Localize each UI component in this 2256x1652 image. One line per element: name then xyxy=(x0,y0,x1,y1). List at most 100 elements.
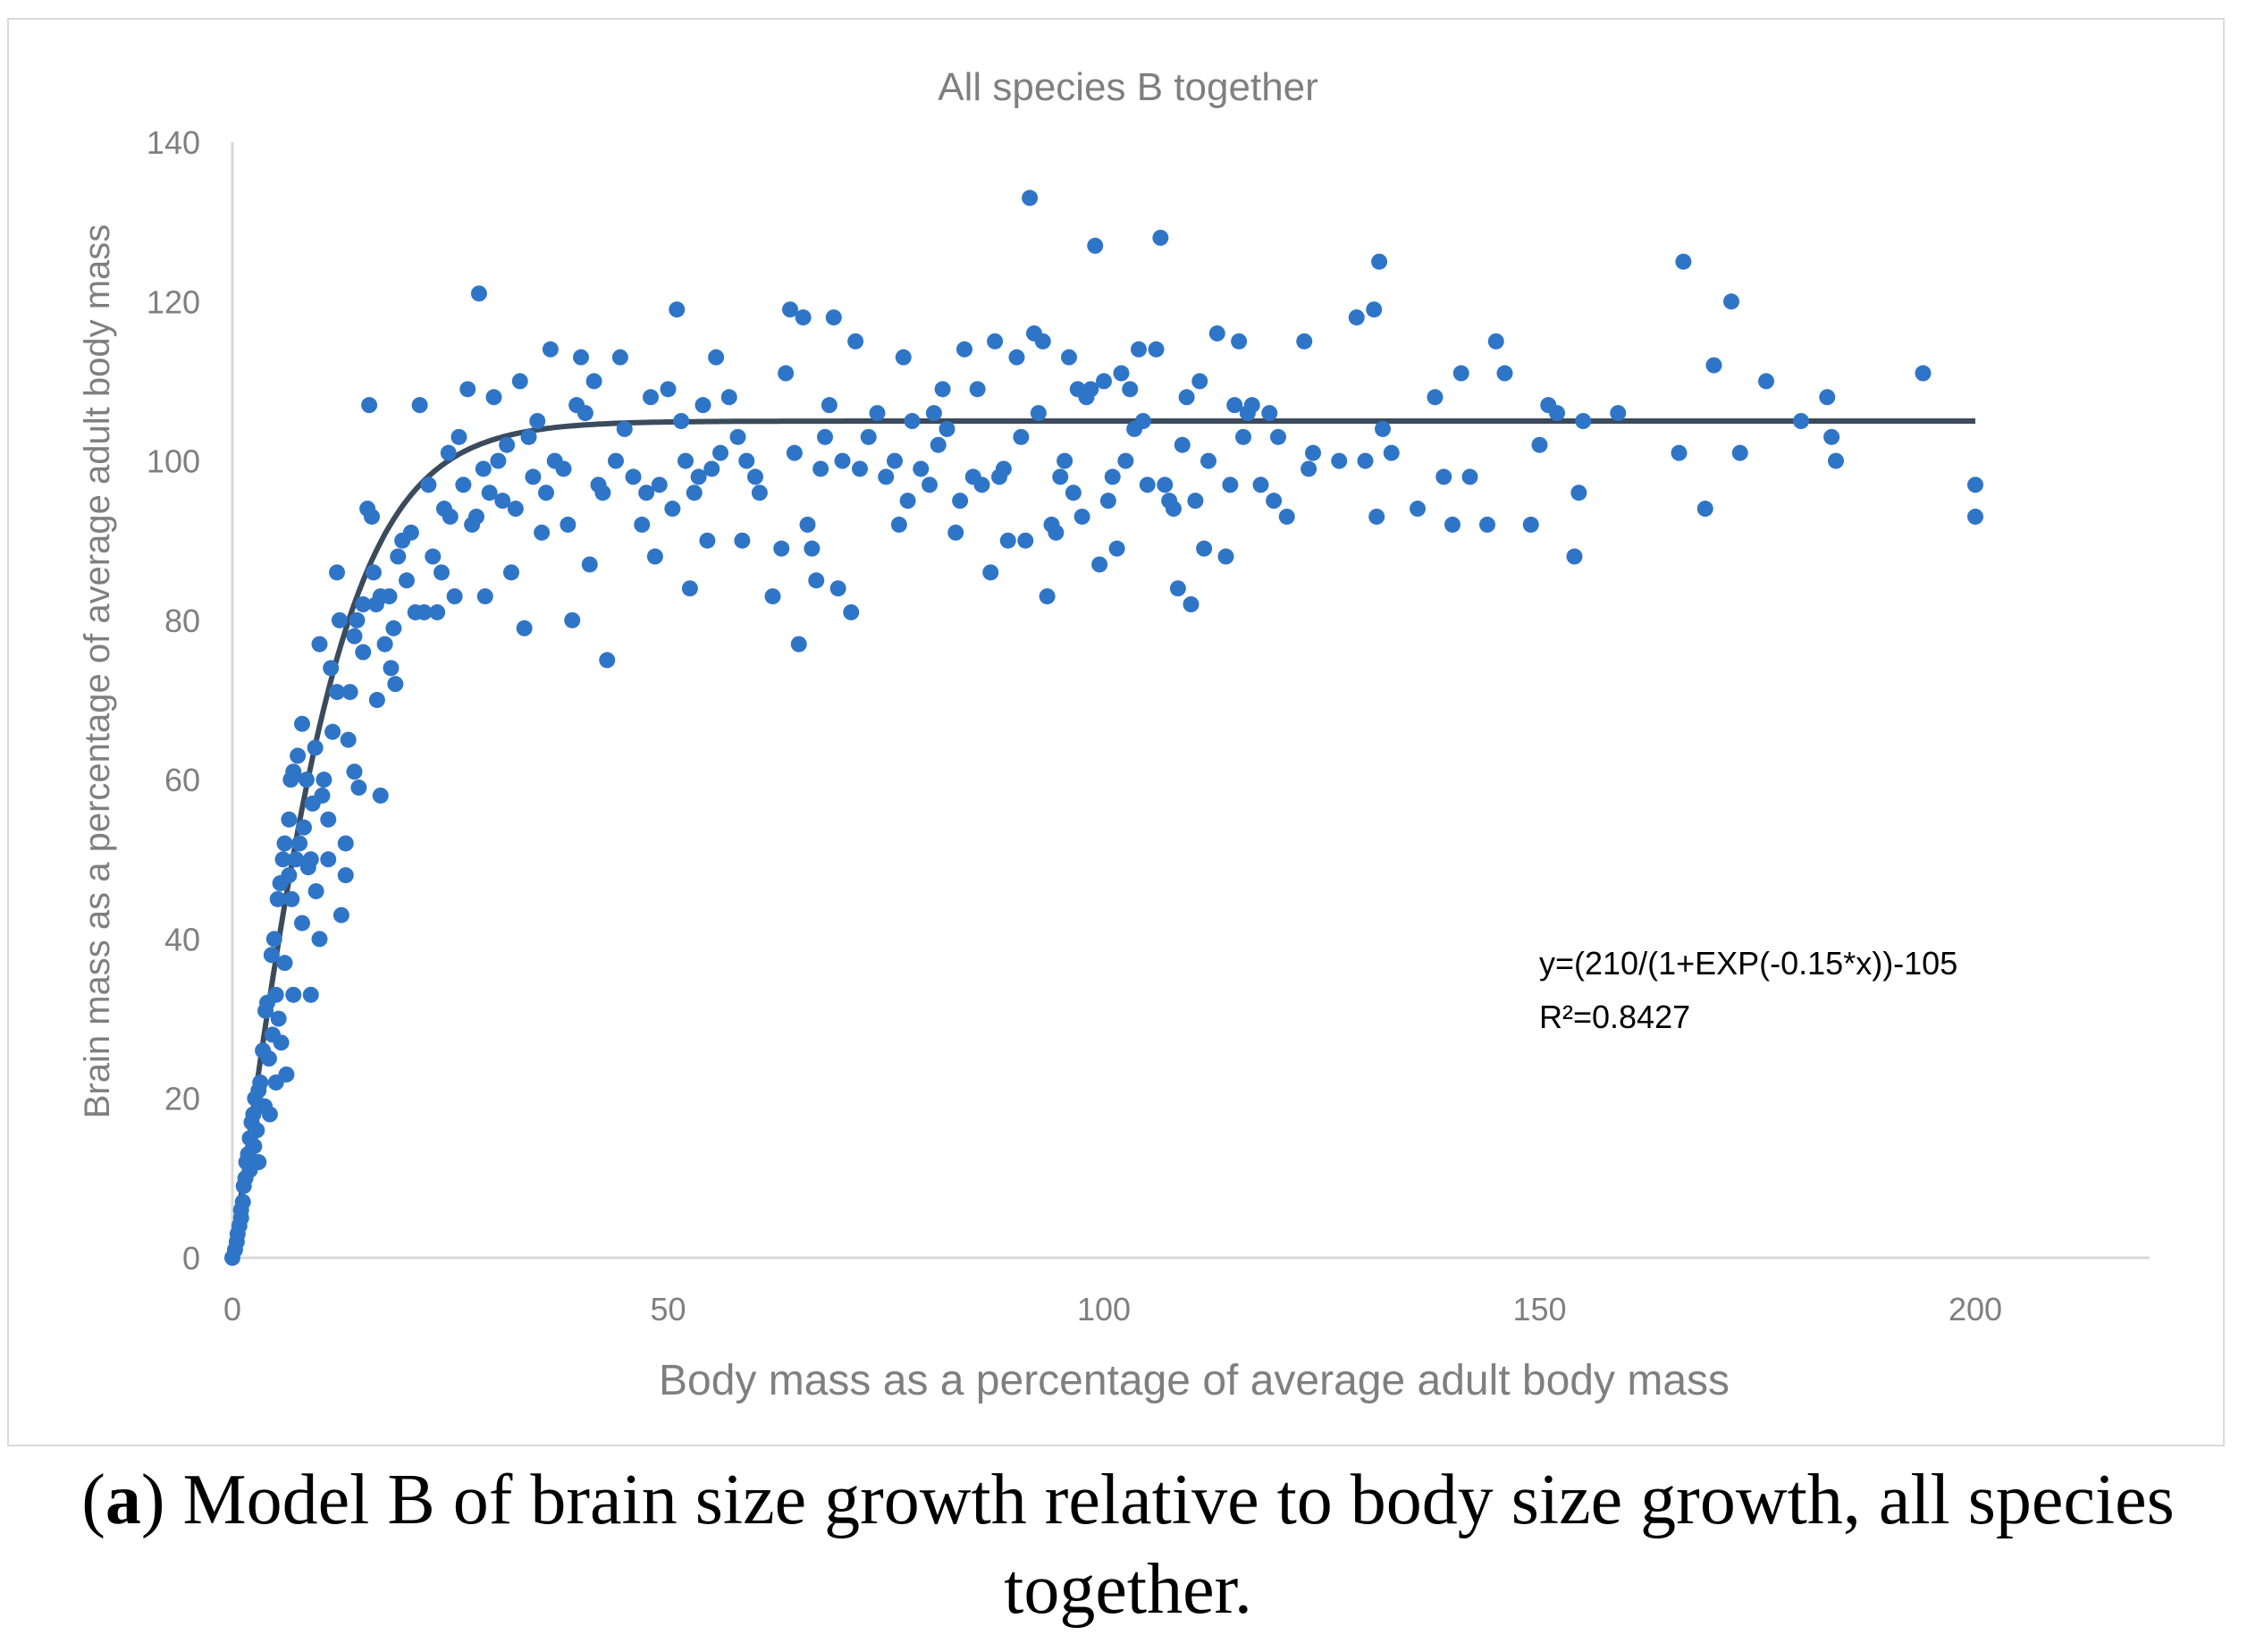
data-point xyxy=(446,588,463,605)
data-point xyxy=(795,309,812,326)
data-point xyxy=(525,468,542,485)
data-point xyxy=(399,572,415,589)
data-point xyxy=(1427,389,1444,406)
data-point xyxy=(276,835,293,852)
data-point xyxy=(1157,476,1174,493)
data-point xyxy=(295,819,312,836)
data-point xyxy=(751,485,768,502)
data-point xyxy=(368,692,385,708)
data-point xyxy=(245,1106,262,1123)
data-point xyxy=(459,381,476,398)
data-point xyxy=(1169,580,1186,597)
data-point xyxy=(646,548,663,565)
data-point xyxy=(316,771,333,788)
data-point xyxy=(542,341,559,358)
data-point xyxy=(1131,341,1147,358)
data-point xyxy=(1134,413,1151,429)
data-point xyxy=(878,468,895,485)
data-point xyxy=(1243,397,1260,414)
trendline-r2: R²=0.8427 xyxy=(1539,999,1690,1035)
data-point xyxy=(969,381,986,398)
caption-close-paren: ) xyxy=(140,1461,165,1539)
data-point xyxy=(1048,524,1065,541)
data-point xyxy=(499,436,516,453)
y-tick-label: 60 xyxy=(164,762,200,798)
data-point xyxy=(651,476,668,493)
x-tick-label: 200 xyxy=(1949,1291,2002,1328)
data-point xyxy=(1065,485,1082,502)
data-point xyxy=(270,1010,287,1027)
data-point xyxy=(778,365,795,382)
data-point xyxy=(288,851,305,868)
data-point xyxy=(1174,436,1191,453)
data-point xyxy=(534,524,551,541)
data-point xyxy=(1671,444,1688,461)
x-tick-label: 150 xyxy=(1512,1291,1566,1328)
data-point xyxy=(1013,428,1030,445)
axes: 0 20 40 60 80 100 120 140 0 50 100 150 200 xyxy=(147,124,2150,1328)
data-point xyxy=(1217,548,1234,565)
data-point xyxy=(1187,493,1204,510)
data-point xyxy=(1823,428,1840,445)
data-point xyxy=(267,986,284,1003)
data-point xyxy=(925,405,942,422)
data-point xyxy=(1261,405,1278,422)
data-point xyxy=(355,596,372,613)
data-point xyxy=(248,1122,265,1139)
data-point xyxy=(790,636,807,653)
data-point xyxy=(599,652,616,669)
y-tick-label: 100 xyxy=(147,443,200,480)
data-point xyxy=(340,731,357,748)
data-point xyxy=(1348,309,1365,326)
chart-title: All species B together xyxy=(938,65,1318,109)
data-point xyxy=(1022,190,1039,206)
y-axis-label: Brain mass as a percentage of average ad… xyxy=(78,224,117,1119)
data-point xyxy=(425,548,442,565)
data-point xyxy=(808,572,825,589)
data-point xyxy=(1017,532,1034,549)
data-point xyxy=(1200,452,1216,469)
data-point xyxy=(1301,460,1317,477)
data-point xyxy=(320,811,337,828)
data-point xyxy=(1368,508,1385,525)
data-point xyxy=(1113,365,1130,382)
data-point xyxy=(416,603,433,620)
data-point xyxy=(490,452,507,469)
y-tick-label: 120 xyxy=(147,283,200,320)
data-point xyxy=(1967,508,1983,525)
data-point xyxy=(468,508,484,525)
data-point xyxy=(1008,349,1025,366)
data-point xyxy=(1549,405,1565,422)
data-point xyxy=(1793,413,1809,429)
data-point xyxy=(494,493,511,510)
data-point xyxy=(895,349,912,366)
data-point xyxy=(987,333,1004,350)
data-point xyxy=(349,611,366,628)
data-point xyxy=(686,485,703,502)
scatter-chart: All species B together 0 20 40 60 80 100 120 14… xyxy=(78,65,2150,1404)
data-point xyxy=(283,890,300,907)
data-point xyxy=(1331,452,1348,469)
x-tick-label: 100 xyxy=(1077,1291,1131,1328)
data-point xyxy=(1461,468,1478,485)
data-point xyxy=(450,428,467,445)
data-point xyxy=(383,660,400,677)
data-point xyxy=(1487,333,1504,350)
data-point xyxy=(1270,428,1286,445)
data-point xyxy=(786,444,803,461)
data-point xyxy=(516,620,533,636)
data-point xyxy=(999,532,1016,549)
x-tick-label: 0 xyxy=(223,1291,241,1328)
data-point xyxy=(285,986,302,1003)
data-point xyxy=(973,476,990,493)
trendline-equation: y=(210/(1+EXP(-0.15*x))-105 R²=0.8427 xyxy=(1539,945,1957,1035)
data-point xyxy=(1452,365,1469,382)
data-point xyxy=(381,588,398,605)
data-point xyxy=(664,501,681,518)
caption-text: Model B of brain size growth relative to… xyxy=(164,1461,2175,1629)
data-point xyxy=(1915,365,1932,382)
data-point xyxy=(1183,596,1200,613)
data-point xyxy=(1208,324,1225,341)
data-point xyxy=(291,835,308,852)
data-point xyxy=(669,301,686,318)
